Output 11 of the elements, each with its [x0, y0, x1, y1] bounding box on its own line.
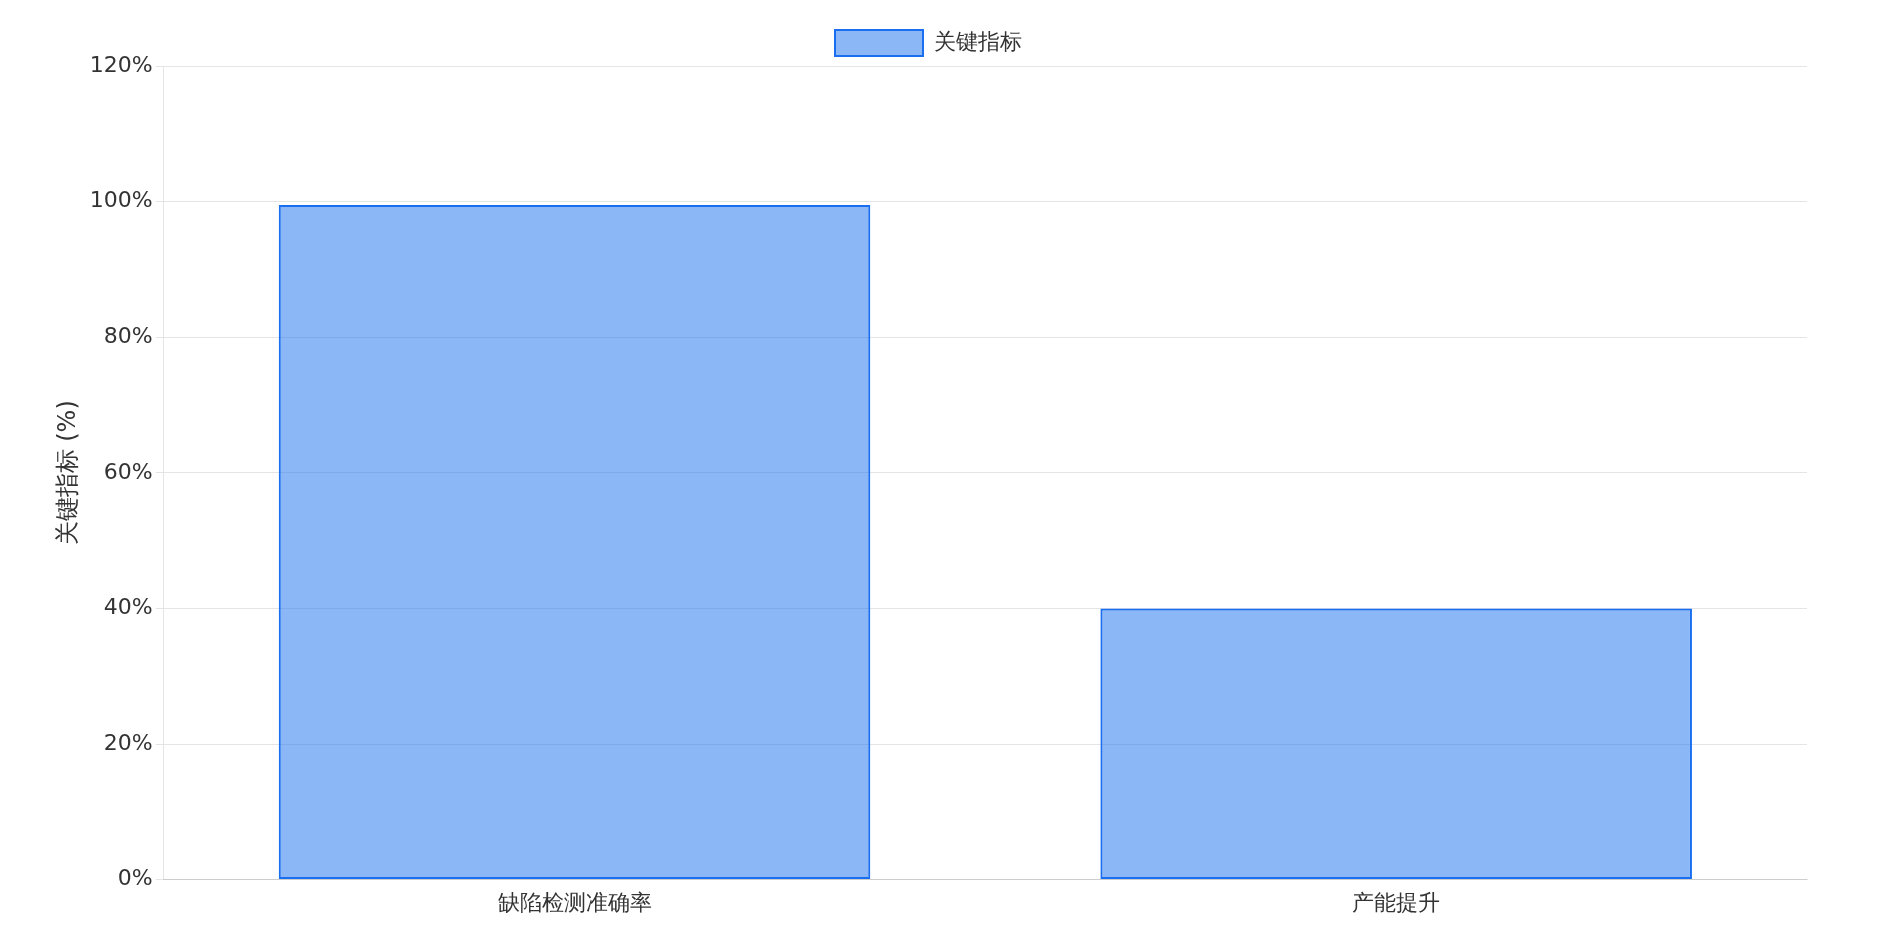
- y-axis-title: 关键指标 (%): [52, 400, 81, 546]
- y-tick-label: 0%: [117, 865, 153, 891]
- x-tick-label: 产能提升: [1352, 889, 1441, 915]
- y-tick-label: 120%: [89, 51, 153, 77]
- y-tick-label: 100%: [89, 187, 153, 213]
- y-tick-label: 60%: [103, 458, 153, 484]
- x-tick-label: 缺陷检测准确率: [497, 889, 652, 915]
- legend-label: 关键指标: [934, 28, 1022, 54]
- y-tick-label: 20%: [103, 729, 153, 755]
- y-tick-label: 80%: [103, 322, 153, 348]
- y-tick-label: 40%: [103, 594, 153, 620]
